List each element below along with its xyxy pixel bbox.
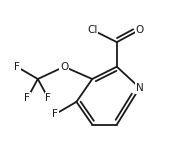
Text: Cl: Cl bbox=[87, 25, 97, 35]
Text: N: N bbox=[136, 83, 143, 93]
Text: F: F bbox=[52, 109, 58, 119]
Text: F: F bbox=[14, 62, 20, 72]
Text: O: O bbox=[136, 25, 144, 35]
Text: O: O bbox=[60, 62, 68, 72]
Text: F: F bbox=[45, 93, 51, 103]
Text: F: F bbox=[24, 93, 30, 103]
